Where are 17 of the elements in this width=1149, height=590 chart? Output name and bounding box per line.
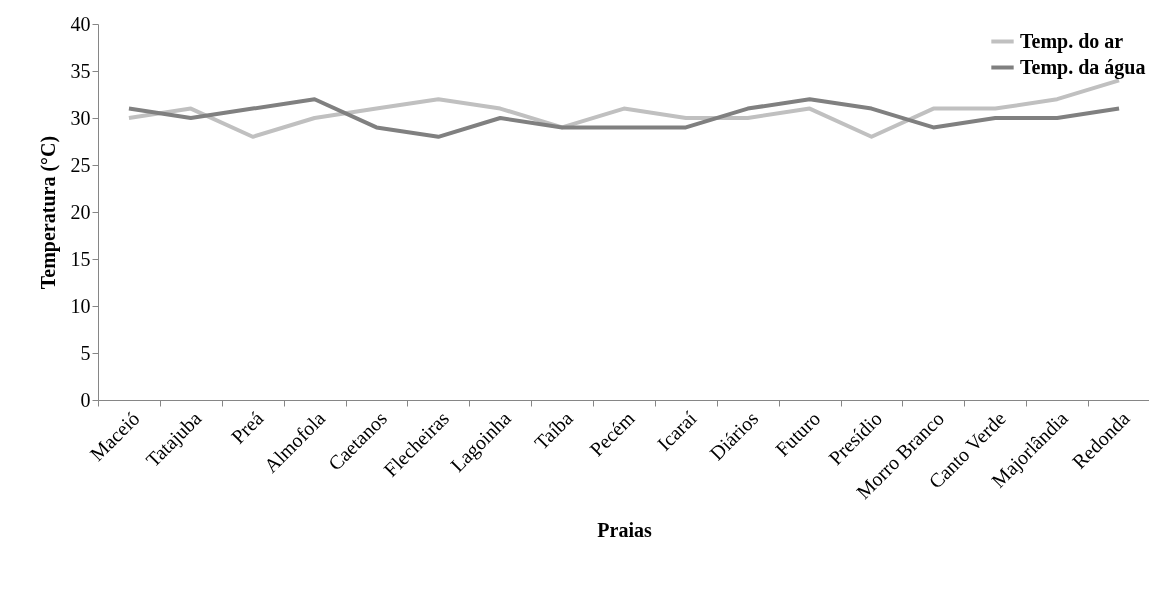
y-tick-label: 20 [70, 200, 91, 223]
legend-label: Temp. do ar [1020, 29, 1124, 53]
y-tick-label: 35 [70, 59, 91, 82]
legend-label: Temp. da água [1020, 55, 1146, 79]
line-series [126, 78, 1122, 139]
y-tick-label: 10 [70, 294, 91, 317]
y-axis-title: Temperatura (°C) [36, 135, 60, 290]
x-axis-title: Praias [597, 519, 652, 542]
y-tick-label: 5 [80, 341, 91, 364]
y-tick-label: 40 [70, 12, 91, 35]
y-tick-label: 30 [70, 106, 91, 129]
y-tick-label: 25 [70, 153, 91, 176]
x-tick-label: Taíba [529, 407, 577, 454]
line-series [126, 97, 1122, 139]
y-tick-label: 0 [80, 388, 91, 411]
x-tick-label: Preá [226, 407, 268, 448]
y-tick-label: 15 [70, 247, 91, 270]
